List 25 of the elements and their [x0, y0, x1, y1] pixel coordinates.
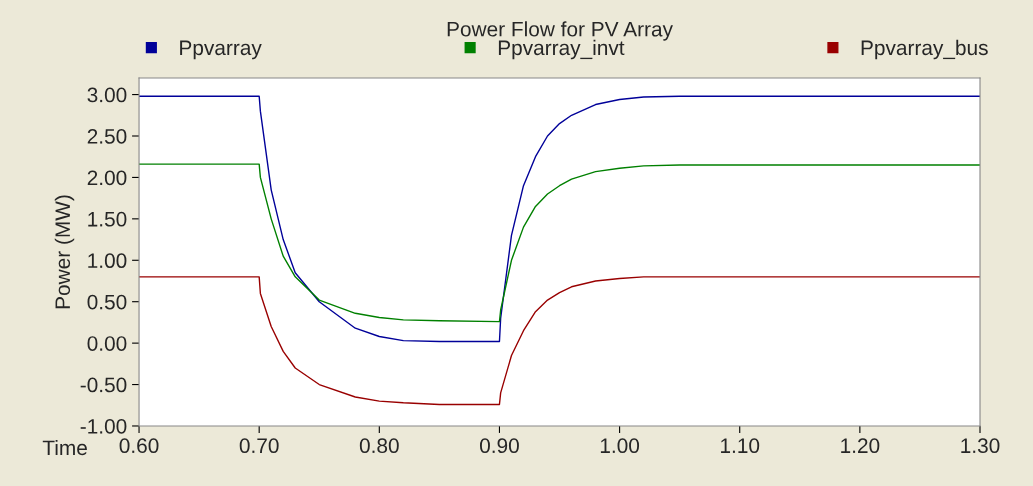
- legend-label: Ppvarray_bus: [861, 39, 988, 60]
- line-series: [139, 163, 981, 323]
- y-tick-label: 0.50: [87, 294, 127, 310]
- x-tick-label: 0.60: [119, 438, 159, 454]
- y-tick-label: 2.00: [87, 170, 127, 186]
- x-tick-label: 0.70: [239, 438, 279, 454]
- x-tick-label: 1.00: [600, 438, 640, 454]
- y-tick-label: -1.00: [80, 418, 127, 434]
- legend-label: Ppvarray_invt: [498, 39, 625, 60]
- x-tick-label: 1.10: [721, 438, 760, 454]
- x-axis-title: Time: [42, 439, 87, 456]
- y-tick-label: 0.00: [87, 336, 127, 351]
- y-axis-title: Power (MW): [54, 195, 75, 309]
- legend-label: Ppvarray: [180, 40, 262, 60]
- x-tick-label: 0.90: [480, 438, 519, 454]
- line-series: [139, 276, 981, 406]
- y-tick-label: 1.50: [88, 211, 127, 227]
- y-tick-label: -0.50: [80, 377, 127, 393]
- x-tick-label: 1.20: [841, 438, 880, 454]
- y-tick-label: 3.00: [87, 87, 127, 103]
- x-tick-label: 1.30: [961, 438, 1000, 454]
- x-tick-label: 0.80: [359, 438, 399, 454]
- y-tick-label: 1.00: [88, 253, 127, 269]
- y-tick-label: 2.50: [87, 129, 127, 144]
- line-series: [139, 95, 981, 343]
